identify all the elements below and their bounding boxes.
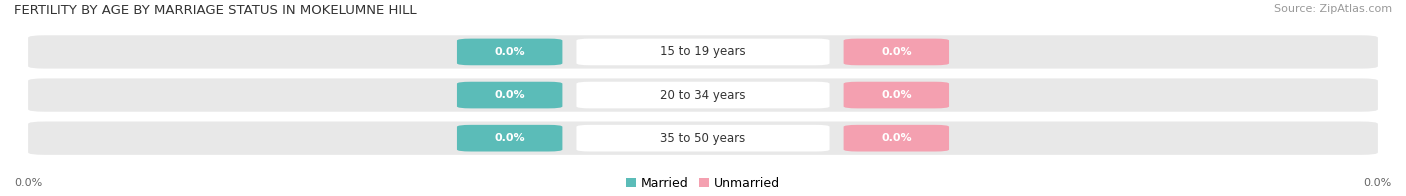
Text: 0.0%: 0.0% [882,90,911,100]
FancyBboxPatch shape [844,82,949,108]
Text: 0.0%: 0.0% [1364,178,1392,188]
Legend: Married, Unmarried: Married, Unmarried [626,177,780,190]
FancyBboxPatch shape [28,122,1378,155]
Text: FERTILITY BY AGE BY MARRIAGE STATUS IN MOKELUMNE HILL: FERTILITY BY AGE BY MARRIAGE STATUS IN M… [14,4,416,17]
Text: 0.0%: 0.0% [882,133,911,143]
Text: Source: ZipAtlas.com: Source: ZipAtlas.com [1274,4,1392,14]
Text: 35 to 50 years: 35 to 50 years [661,132,745,145]
FancyBboxPatch shape [844,39,949,65]
Text: 15 to 19 years: 15 to 19 years [661,45,745,58]
FancyBboxPatch shape [28,35,1378,69]
FancyBboxPatch shape [844,125,949,152]
FancyBboxPatch shape [457,82,562,108]
FancyBboxPatch shape [28,78,1378,112]
FancyBboxPatch shape [576,82,830,108]
Text: 0.0%: 0.0% [495,133,524,143]
Text: 0.0%: 0.0% [14,178,42,188]
Text: 0.0%: 0.0% [882,47,911,57]
Text: 0.0%: 0.0% [495,47,524,57]
FancyBboxPatch shape [576,125,830,152]
FancyBboxPatch shape [457,39,562,65]
FancyBboxPatch shape [576,39,830,65]
Text: 20 to 34 years: 20 to 34 years [661,89,745,102]
FancyBboxPatch shape [457,125,562,152]
Text: 0.0%: 0.0% [495,90,524,100]
